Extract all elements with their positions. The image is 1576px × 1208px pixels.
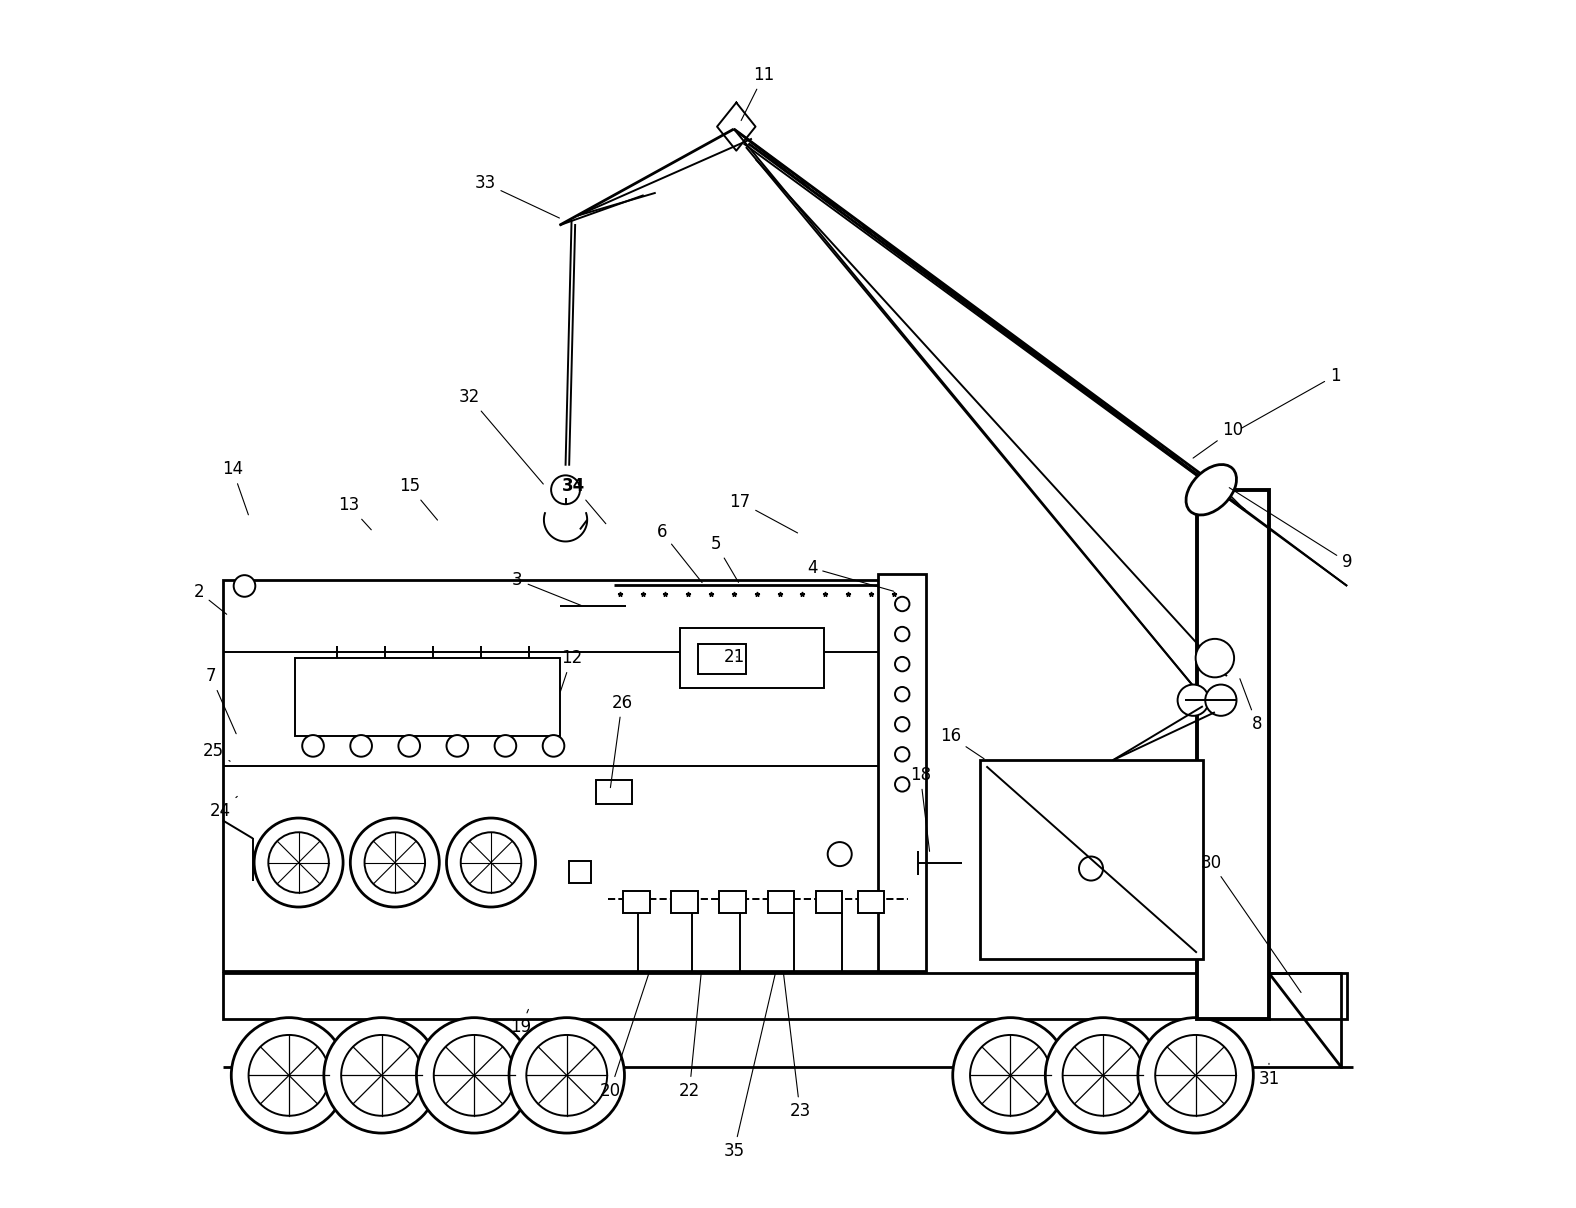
Circle shape: [953, 1017, 1069, 1133]
Bar: [569, 861, 591, 883]
Circle shape: [446, 818, 536, 907]
Circle shape: [971, 1035, 1051, 1116]
Circle shape: [350, 734, 372, 756]
Bar: [878, 574, 927, 971]
Circle shape: [1080, 856, 1103, 881]
Circle shape: [1196, 639, 1234, 678]
Bar: [222, 580, 914, 971]
Text: 25: 25: [203, 742, 230, 761]
Text: 9: 9: [1229, 488, 1352, 571]
Text: 26: 26: [610, 693, 632, 788]
Circle shape: [303, 734, 323, 756]
Text: 21: 21: [723, 647, 744, 666]
Circle shape: [526, 1035, 607, 1116]
Text: 13: 13: [339, 496, 372, 530]
Text: 5: 5: [711, 535, 739, 582]
Circle shape: [460, 832, 522, 893]
Bar: [623, 892, 649, 913]
Text: 17: 17: [730, 493, 797, 533]
Circle shape: [1138, 1017, 1253, 1133]
Text: 1: 1: [1242, 366, 1341, 429]
Circle shape: [1045, 1017, 1162, 1133]
Circle shape: [433, 1035, 515, 1116]
Bar: [295, 658, 559, 736]
Text: 12: 12: [561, 649, 582, 691]
Text: 3: 3: [512, 571, 582, 605]
Text: 22: 22: [679, 974, 701, 1100]
Text: 19: 19: [511, 1010, 531, 1036]
Text: 6: 6: [657, 523, 701, 582]
Circle shape: [542, 734, 564, 756]
Text: 15: 15: [399, 477, 438, 521]
Circle shape: [340, 1035, 422, 1116]
Text: 4: 4: [807, 559, 894, 591]
Text: 30: 30: [1201, 854, 1302, 993]
Bar: [671, 892, 698, 913]
Circle shape: [895, 687, 909, 702]
Circle shape: [233, 575, 255, 597]
Bar: [222, 974, 1347, 1018]
Text: 34: 34: [563, 477, 605, 524]
Bar: [1196, 489, 1269, 1018]
Circle shape: [895, 747, 909, 761]
Circle shape: [254, 818, 344, 907]
Text: 23: 23: [783, 974, 810, 1121]
Circle shape: [895, 777, 909, 791]
Circle shape: [1062, 1035, 1144, 1116]
Circle shape: [249, 1035, 329, 1116]
Bar: [698, 644, 745, 674]
Circle shape: [552, 475, 580, 504]
Circle shape: [892, 575, 913, 597]
Circle shape: [495, 734, 517, 756]
Circle shape: [895, 718, 909, 732]
Text: 35: 35: [723, 974, 775, 1160]
Circle shape: [350, 818, 440, 907]
Bar: [768, 892, 794, 913]
Bar: [857, 892, 884, 913]
Text: 32: 32: [459, 388, 544, 484]
Text: 33: 33: [474, 174, 559, 217]
Bar: [720, 892, 745, 913]
Circle shape: [1206, 685, 1237, 716]
Text: 8: 8: [1240, 679, 1262, 733]
Circle shape: [895, 627, 909, 641]
Circle shape: [895, 597, 909, 611]
Text: 31: 31: [1258, 1063, 1280, 1088]
Bar: [980, 760, 1202, 959]
Bar: [596, 779, 632, 803]
Text: 20: 20: [599, 974, 649, 1100]
Circle shape: [509, 1017, 624, 1133]
Circle shape: [232, 1017, 347, 1133]
Bar: [816, 892, 842, 913]
Circle shape: [364, 832, 426, 893]
Bar: [679, 628, 824, 689]
Ellipse shape: [1187, 465, 1237, 515]
Circle shape: [268, 832, 329, 893]
Text: 14: 14: [222, 460, 249, 515]
Text: 18: 18: [909, 766, 931, 852]
Text: 16: 16: [939, 727, 983, 759]
Text: 7: 7: [205, 667, 236, 733]
Text: 24: 24: [210, 796, 238, 820]
Circle shape: [323, 1017, 440, 1133]
Text: 2: 2: [194, 583, 227, 615]
Text: 11: 11: [741, 66, 774, 121]
Circle shape: [827, 842, 851, 866]
Circle shape: [1155, 1035, 1236, 1116]
Circle shape: [416, 1017, 531, 1133]
Circle shape: [1177, 685, 1209, 716]
Circle shape: [895, 657, 909, 672]
Circle shape: [446, 734, 468, 756]
Text: 10: 10: [1193, 420, 1243, 458]
Circle shape: [399, 734, 421, 756]
